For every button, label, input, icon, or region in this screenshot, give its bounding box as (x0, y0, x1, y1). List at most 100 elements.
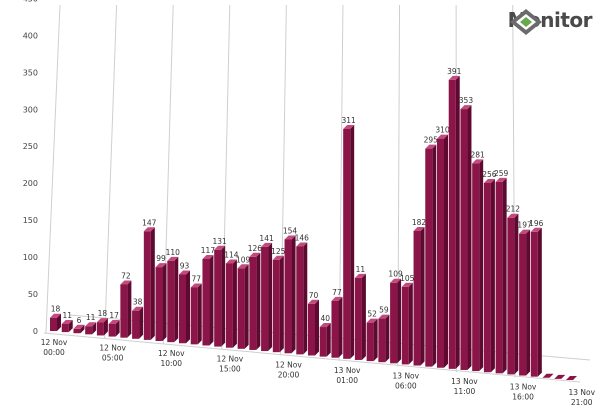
y-tick-label: 250 (23, 142, 38, 151)
data-label: 114 (224, 250, 239, 259)
bar-side (502, 177, 507, 374)
data-label: 18 (51, 305, 61, 314)
x-tick-label: 13 Nov 01:00 (334, 366, 361, 385)
bar (331, 300, 339, 358)
bar-top (366, 318, 378, 323)
data-label: 281 (471, 150, 486, 159)
y-tick-label: 50 (28, 290, 38, 299)
bar-top (448, 75, 460, 80)
bar-top (343, 124, 355, 129)
bar-side (455, 75, 460, 369)
bar (214, 249, 222, 347)
bar (354, 277, 362, 360)
bar-side (315, 299, 319, 356)
data-label: 256 (482, 170, 497, 179)
bar (530, 231, 538, 377)
bar (249, 256, 257, 350)
bar-top (308, 299, 319, 304)
data-label: 117 (201, 246, 216, 255)
bar-top (413, 227, 425, 232)
bar (190, 287, 198, 345)
data-label: 11 (62, 311, 72, 320)
bar-side (326, 323, 331, 357)
data-label: 11 (86, 313, 96, 322)
bar-top (202, 254, 214, 259)
bar-top (143, 227, 155, 232)
y-tick-label: 400 (23, 31, 38, 40)
bar-side (279, 255, 284, 353)
bar-top (390, 278, 402, 283)
data-label: 182 (412, 218, 427, 227)
x-tick-label: 12 Nov 05:00 (99, 344, 126, 363)
brand-logo: Monitor (508, 8, 593, 35)
bar (448, 79, 456, 369)
data-label: 11 (356, 265, 366, 274)
bar (437, 138, 444, 368)
bar-side (350, 124, 355, 359)
bar-top (296, 242, 308, 247)
bar (366, 322, 374, 362)
data-label: 109 (236, 255, 251, 264)
baseline (43, 332, 581, 383)
bar-top (272, 255, 284, 260)
bar (472, 163, 480, 372)
bar-side (197, 283, 202, 345)
bar-side (221, 245, 226, 347)
bar-side (408, 282, 413, 365)
data-label: 212 (506, 205, 521, 214)
bar (237, 268, 245, 349)
bar (284, 239, 292, 354)
data-label: 6 (77, 316, 82, 325)
bar (261, 246, 269, 352)
data-label: 295 (424, 136, 439, 145)
data-label: 147 (142, 218, 157, 227)
grid-line (45, 4, 61, 334)
bar-top (319, 323, 331, 328)
bar (179, 274, 186, 344)
data-label: 18 (98, 309, 108, 318)
bar-side (186, 270, 190, 344)
bar-side (432, 144, 437, 367)
bar-top (73, 324, 85, 329)
bar-top (460, 105, 472, 110)
bar-top (284, 235, 296, 240)
data-label: 353 (459, 96, 474, 105)
bar-top (519, 229, 531, 234)
data-label: 38 (133, 298, 143, 307)
bar (413, 231, 421, 366)
data-label: 311 (342, 116, 357, 125)
data-label: 110 (166, 248, 181, 257)
y-tick-label: 150 (23, 216, 38, 225)
y-tick-label: 300 (23, 105, 38, 114)
bar-top (155, 263, 167, 268)
bar-side (92, 322, 97, 335)
bar-top (237, 264, 249, 269)
bar (390, 282, 398, 364)
y-tick-label: 450 (23, 0, 38, 3)
bar-top (96, 318, 108, 323)
bar (308, 303, 315, 356)
data-label: 109 (388, 270, 403, 279)
bar-top (378, 314, 390, 319)
data-label: 197 (517, 221, 532, 230)
data-label: 17 (109, 311, 119, 320)
bar (132, 310, 140, 339)
bar (343, 128, 351, 359)
bar-side (80, 324, 85, 334)
bar-side (490, 178, 495, 373)
bar-top (507, 213, 519, 218)
bar (96, 322, 104, 336)
bar-top (530, 227, 542, 232)
bar (554, 374, 566, 379)
y-tick-label: 100 (23, 253, 38, 262)
bar-top (132, 306, 144, 311)
diamond-logo-icon (509, 9, 542, 35)
bar (483, 182, 491, 373)
data-label: 59 (379, 306, 389, 315)
bar-top (85, 322, 97, 327)
bar (108, 324, 116, 337)
bar (143, 231, 151, 340)
x-tick-label: 13 Nov 06:00 (393, 371, 420, 390)
bar-side (291, 235, 296, 354)
